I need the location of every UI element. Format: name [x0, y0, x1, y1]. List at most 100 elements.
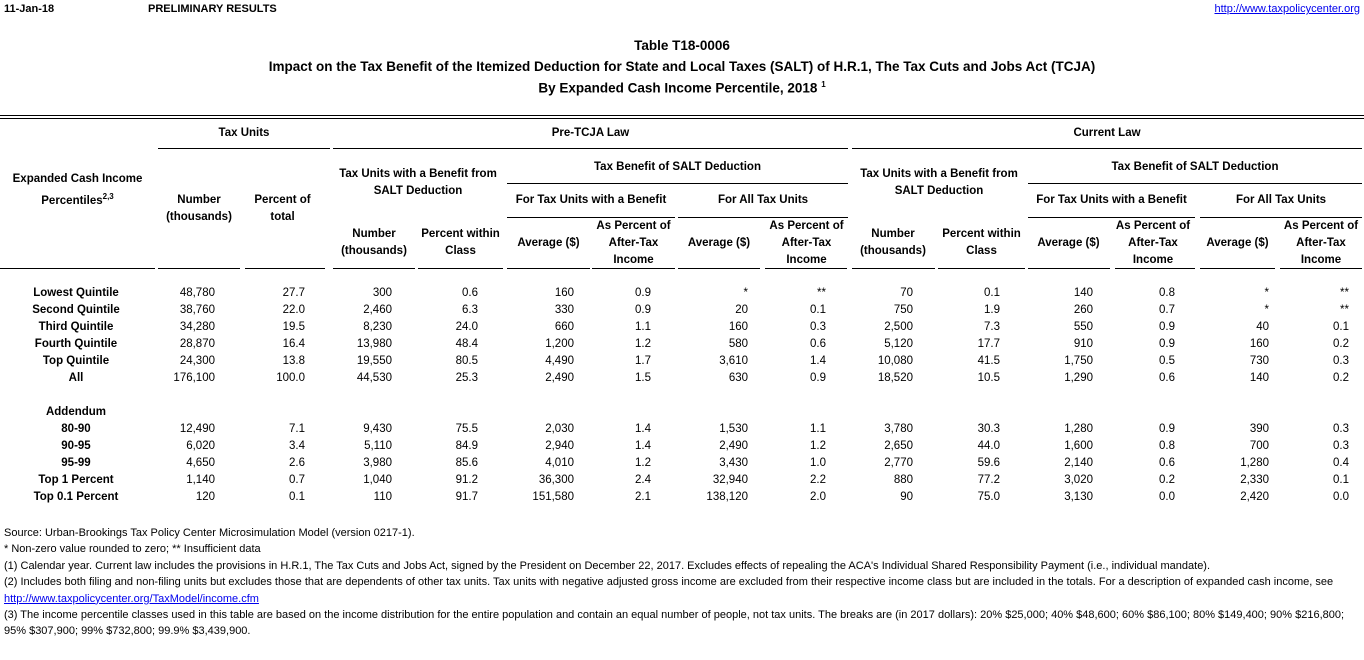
cell-value: 48.4: [455, 338, 478, 350]
cell-value: 24.0: [455, 321, 478, 333]
row-label: Third Quintile: [38, 321, 114, 333]
footnote: http://www.taxpolicycenter.org/TaxModel/…: [4, 591, 1360, 607]
cell-value: 0.3: [1333, 355, 1349, 367]
cell-value: 0.9: [635, 287, 651, 299]
rule: [507, 217, 675, 218]
rule: [158, 148, 330, 149]
cell-value: 3,780: [884, 423, 913, 435]
cell-value: 2,490: [545, 372, 574, 384]
cell-value: 27.7: [282, 287, 305, 299]
rule: [1028, 183, 1362, 184]
cell-value: 0.9: [1159, 338, 1175, 350]
stub-header-text: Expanded Cash Income Percentiles2,3: [0, 171, 155, 210]
cell-value: 138,120: [706, 491, 748, 503]
cell-value: 3,430: [719, 457, 748, 469]
cell-value: 1.2: [635, 457, 651, 469]
cell-value: 13.8: [282, 355, 305, 367]
cell-value: 0.6: [810, 338, 826, 350]
rule: [852, 268, 935, 269]
column-header: As Percent of After-Tax Income: [1280, 213, 1362, 273]
column-header: Average ($): [1200, 213, 1275, 273]
column-header: Average ($): [507, 213, 590, 273]
rule: [418, 268, 503, 269]
rule: [765, 268, 847, 269]
cell-value: 0.3: [810, 321, 826, 333]
rule: [0, 268, 155, 269]
rule: [1028, 217, 1195, 218]
cell-value: 75.0: [977, 491, 1000, 503]
row-label: Top 1 Percent: [38, 474, 114, 486]
cell-value: 4,490: [545, 355, 574, 367]
column-header-text: Tax Benefit of SALT Deduction: [1111, 160, 1279, 173]
column-header: Tax Units with a Benefit from SALT Deduc…: [852, 153, 1026, 213]
cell-value: 2,650: [884, 440, 913, 452]
cell-value: 160: [728, 321, 748, 333]
cell-value: 90: [900, 491, 913, 503]
cell-value: 16.4: [282, 338, 305, 350]
column-header: For Tax Units with a Benefit: [507, 170, 675, 230]
column-header: Pre-TCJA Law: [333, 103, 848, 163]
rule: [1200, 217, 1362, 218]
column-header-text: Average ($): [1206, 236, 1269, 249]
cell-value: 44.0: [977, 440, 1000, 452]
cell-value: 12,490: [179, 423, 215, 435]
site-link[interactable]: http://www.taxpolicycenter.org: [1214, 3, 1360, 15]
cell-value: 1.7: [635, 355, 651, 367]
cell-value: 2,330: [1240, 474, 1269, 486]
cell-value: 22.0: [282, 304, 305, 316]
column-header-text: Number (thousands): [341, 228, 407, 257]
cell-value: 0.7: [289, 474, 305, 486]
subtitle-text: By Expanded Cash Income Percentile, 2018: [538, 80, 818, 96]
cell-value: 3,980: [363, 457, 392, 469]
stub-header: Expanded Cash Income Percentiles2,3: [0, 170, 155, 210]
footnote-link[interactable]: http://www.taxpolicycenter.org/TaxModel/…: [4, 592, 259, 605]
cell-value: 38,760: [179, 304, 215, 316]
cell-value: 3,130: [1064, 491, 1093, 503]
row-label: Second Quintile: [32, 304, 120, 316]
cell-value: 2,500: [884, 321, 913, 333]
column-header: Tax Units with a Benefit from SALT Deduc…: [333, 153, 503, 213]
cell-value: **: [817, 287, 826, 299]
cell-value: 0.1: [984, 287, 1000, 299]
rule: [852, 148, 1362, 149]
cell-value: 2,770: [884, 457, 913, 469]
cell-value: 1.5: [635, 372, 651, 384]
cell-value: 0.2: [1333, 338, 1349, 350]
cell-value: 85.6: [455, 457, 478, 469]
rule: [678, 217, 848, 218]
cell-value: 19.5: [282, 321, 305, 333]
column-header-text: Current Law: [1073, 126, 1141, 139]
column-header-text: For Tax Units with a Benefit: [1036, 193, 1187, 206]
column-header: As Percent of After-Tax Income: [765, 213, 848, 273]
cell-value: 4,650: [186, 457, 215, 469]
cell-value: 7.1: [289, 423, 305, 435]
cell-value: 4,010: [545, 457, 574, 469]
cell-value: 1,040: [363, 474, 392, 486]
cell-value: 59.6: [977, 457, 1000, 469]
row-label: Fourth Quintile: [34, 338, 118, 350]
cell-value: 0.9: [1159, 423, 1175, 435]
cell-value: 0.5: [1159, 355, 1175, 367]
cell-value: 0.2: [1333, 372, 1349, 384]
cell-value: 20: [735, 304, 748, 316]
column-header-text: As Percent of After-Tax Income: [1283, 219, 1359, 266]
cell-value: 41.5: [977, 355, 1000, 367]
cell-value: 580: [728, 338, 748, 350]
column-header-text: Tax Units: [218, 126, 270, 139]
column-header-text: Percent within Class: [421, 228, 500, 257]
cell-value: 44,530: [356, 372, 392, 384]
column-header: Tax Benefit of SALT Deduction: [1028, 137, 1362, 197]
cell-value: 880: [893, 474, 913, 486]
column-header: For All Tax Units: [678, 170, 848, 230]
cell-value: 1,140: [186, 474, 215, 486]
column-header-text: Average ($): [1037, 236, 1100, 249]
cell-value: 10.5: [977, 372, 1000, 384]
cell-value: 0.3: [1333, 423, 1349, 435]
cell-value: 13,980: [356, 338, 392, 350]
row-label: Top 0.1 Percent: [33, 491, 119, 503]
cell-value: 32,940: [712, 474, 748, 486]
cell-value: 1.1: [810, 423, 826, 435]
cell-value: 160: [554, 287, 574, 299]
cell-value: 140: [1073, 287, 1093, 299]
column-header: Average ($): [1028, 213, 1109, 273]
